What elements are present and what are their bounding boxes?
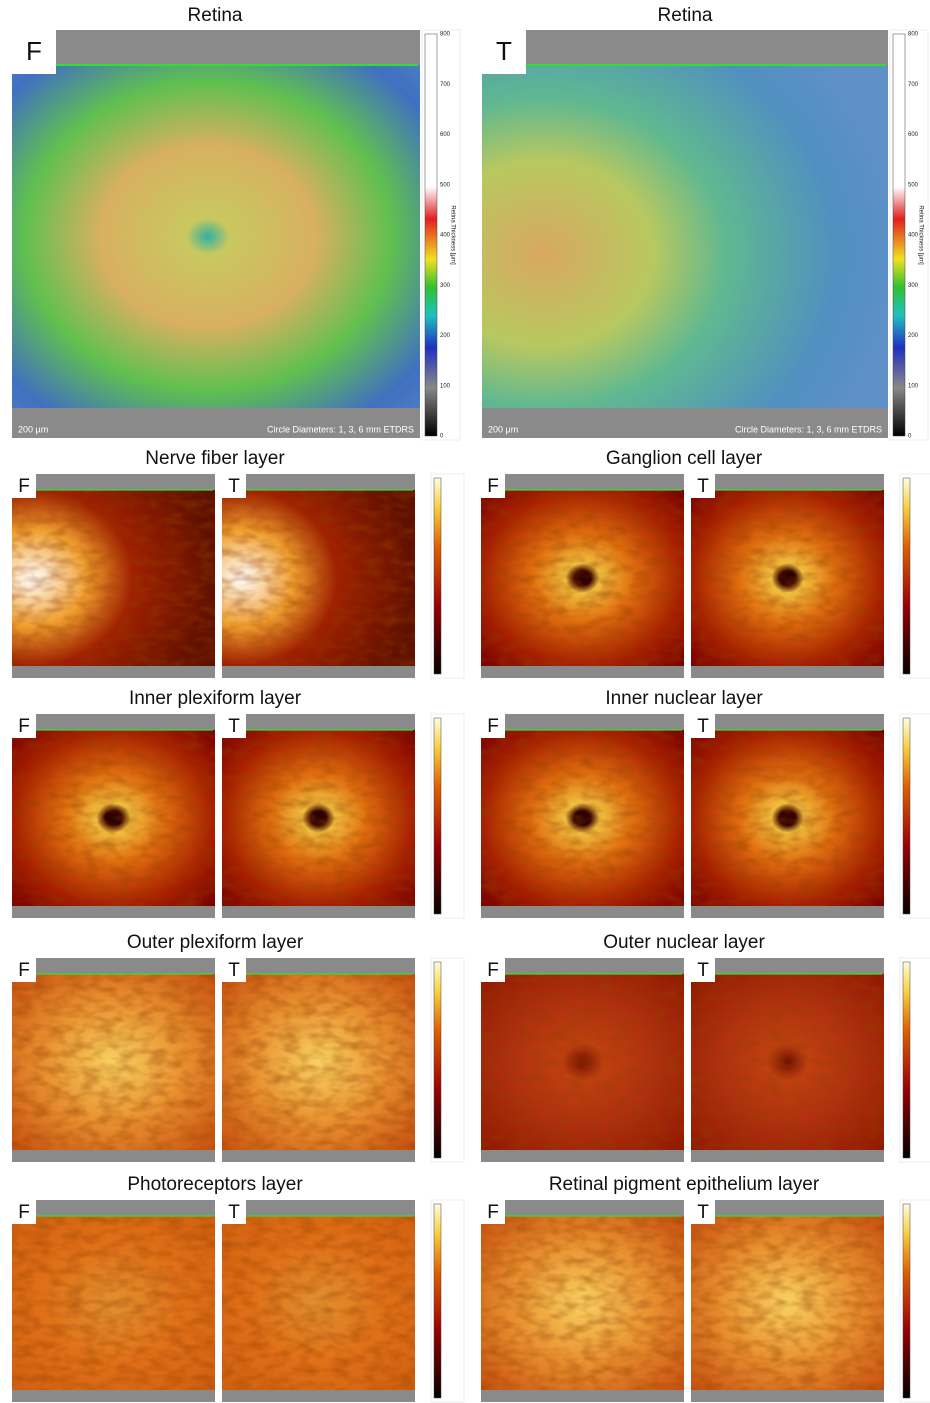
label-box <box>12 714 36 738</box>
panel-title: Inner nuclear layer <box>605 688 763 709</box>
texture <box>12 1216 215 1390</box>
image-label: F <box>18 716 30 737</box>
label-box <box>481 474 505 498</box>
colorbar-tick: 100 <box>908 383 919 389</box>
texture <box>12 490 215 666</box>
image-label: F <box>18 1202 30 1223</box>
colorbar-tick: 800 <box>908 32 919 38</box>
label-box <box>691 474 715 498</box>
panel-title: Ganglion cell layer <box>606 448 763 469</box>
texture <box>691 730 884 906</box>
label-box <box>12 958 36 982</box>
texture <box>222 490 415 666</box>
label-box <box>482 30 526 74</box>
label-box <box>222 1200 246 1224</box>
scale-bar: 200 µm <box>488 424 518 434</box>
colorbar <box>902 477 911 675</box>
colorbar-tick: 600 <box>908 132 919 138</box>
image-label: F <box>18 960 30 981</box>
texture <box>12 730 215 906</box>
texture <box>481 974 684 1150</box>
image-label: F <box>487 1202 499 1223</box>
label-box <box>12 1200 36 1224</box>
texture <box>691 974 884 1150</box>
texture <box>222 1216 415 1390</box>
colorbar-tick: 400 <box>908 233 919 239</box>
panel-title: Photoreceptors layer <box>127 1174 303 1195</box>
image-label: F <box>18 476 30 497</box>
texture <box>481 490 684 666</box>
label-box <box>481 1200 505 1224</box>
texture <box>222 730 415 906</box>
image-label: F <box>487 716 499 737</box>
scale-bar: 200 µm <box>18 424 48 434</box>
texture <box>691 490 884 666</box>
colorbar-label: Retina Thickness [µm] <box>917 205 923 265</box>
panel-title: Outer plexiform layer <box>127 932 304 953</box>
panel-title: Retina <box>188 5 243 26</box>
label-box <box>481 958 505 982</box>
panel-title: Inner plexiform layer <box>129 688 302 709</box>
thickness-map <box>482 65 888 408</box>
colorbar <box>433 1203 442 1399</box>
label-box <box>691 714 715 738</box>
label-box <box>12 474 36 498</box>
colorbar <box>902 717 911 915</box>
colorbar-tick: 400 <box>440 233 451 239</box>
label-box <box>481 714 505 738</box>
panel-title: Nerve fiber layer <box>145 448 285 469</box>
caption: Circle Diameters: 1, 3, 6 mm ETDRS <box>267 424 414 434</box>
label-box <box>222 958 246 982</box>
colorbar <box>902 1203 911 1399</box>
label-box <box>222 714 246 738</box>
colorbar <box>902 961 911 1159</box>
colorbar <box>892 33 906 437</box>
colorbar <box>433 717 442 915</box>
colorbar-tick: 100 <box>440 383 451 389</box>
image-label: T <box>697 960 709 981</box>
panel-title: Retina <box>658 5 713 26</box>
colorbar-tick: 0 <box>908 434 912 440</box>
image-label: F <box>487 476 499 497</box>
texture <box>222 974 415 1150</box>
image-label: T <box>496 36 512 66</box>
image-label: T <box>697 1202 709 1223</box>
panel-title: Retinal pigment epithelium layer <box>549 1174 820 1195</box>
colorbar-tick: 200 <box>908 333 919 339</box>
colorbar-tick: 300 <box>908 283 919 289</box>
label-box <box>691 958 715 982</box>
colorbar-tick: 200 <box>440 333 451 339</box>
colorbar-tick: 800 <box>440 32 451 38</box>
colorbar <box>433 961 442 1159</box>
image-label: F <box>487 960 499 981</box>
texture <box>691 1216 884 1390</box>
image-label: F <box>26 36 42 66</box>
image-label: T <box>228 960 240 981</box>
image-label: T <box>228 476 240 497</box>
image-label: T <box>228 1202 240 1223</box>
colorbar <box>433 477 442 675</box>
texture <box>481 1216 684 1390</box>
colorbar-tick: 700 <box>908 82 919 88</box>
thickness-map <box>12 65 420 408</box>
label-box <box>222 474 246 498</box>
label-box <box>12 30 56 74</box>
image-label: T <box>228 716 240 737</box>
image-label: T <box>697 716 709 737</box>
panel-title: Outer nuclear layer <box>603 932 765 953</box>
colorbar-label: Retina Thickness [µm] <box>449 205 455 265</box>
colorbar-tick: 700 <box>440 82 451 88</box>
colorbar-tick: 500 <box>908 182 919 188</box>
colorbar-tick: 500 <box>440 182 451 188</box>
texture <box>12 974 215 1150</box>
colorbar-tick: 300 <box>440 283 451 289</box>
colorbar-tick: 600 <box>440 132 451 138</box>
image-label: T <box>697 476 709 497</box>
caption: Circle Diameters: 1, 3, 6 mm ETDRS <box>735 424 882 434</box>
colorbar-tick: 0 <box>440 434 444 440</box>
texture <box>481 730 684 906</box>
label-box <box>691 1200 715 1224</box>
colorbar <box>424 33 438 437</box>
